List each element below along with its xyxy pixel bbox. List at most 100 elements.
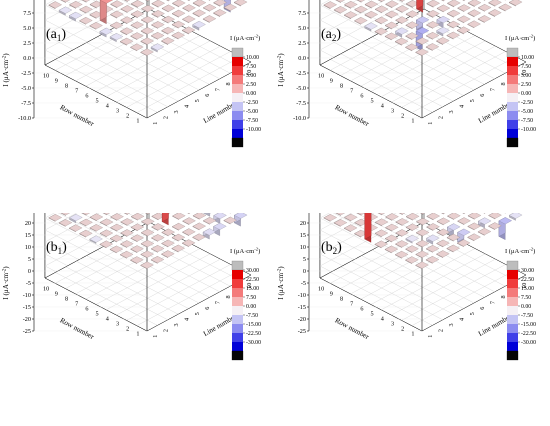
bar-face-top [426,0,440,7]
panel-label: (b2) [321,240,342,256]
grid-cell [457,239,471,247]
grid-cell [436,250,450,258]
row-axis-label: Row number [59,316,96,341]
bar-face-top [477,228,492,236]
bar-face-top [426,10,440,18]
grid-cell [81,213,90,216]
bar-face-top [161,37,175,45]
bar-face-top [213,222,227,230]
colorbar-swatch [232,84,243,93]
grid-cell [145,0,151,2]
line-tick-label: 4 [458,318,465,321]
bar-face-top [467,233,481,241]
grid-cell [120,250,134,259]
grid-cell [488,9,502,17]
grid-cell [467,222,481,231]
z-tick-label: -2.5 [296,70,306,77]
grid-cell [457,4,471,12]
floor-gridline [401,264,506,321]
bar-face-top [436,26,450,34]
bar-face-top [436,37,450,45]
row-tick-label: 9 [55,290,58,297]
bar-face-top [208,213,212,214]
grid-cell [335,213,345,216]
z-tick-label: -10 [298,292,306,299]
grid-cell [425,43,440,51]
bar-face-top [385,213,399,221]
row-tick-label: 4 [381,315,384,322]
grid-cell [223,3,237,12]
colorbar-swatch [507,324,518,333]
grid-cell [110,234,124,243]
bar-face-top [120,27,134,35]
bar-face-top [478,4,492,12]
grid-cell [364,0,379,9]
bar-face-top [344,213,358,221]
bar-face-top [405,256,419,264]
bar-face-top [333,219,348,227]
grid-cell [187,213,191,215]
bar-face-top [395,250,409,259]
bar-face-top [354,5,368,13]
line-tick-label: 8 [500,82,507,85]
grid-cell [182,239,196,247]
data-bar [457,228,471,246]
colorbar-swatch [507,111,518,120]
grid-cell [192,213,207,220]
grid-cell [141,4,155,13]
bar-face-top [223,216,237,224]
data-bar [447,223,461,237]
bar-face-top [167,0,171,1]
grid-cell [467,9,481,18]
grid-cell [354,17,368,25]
row-axis-label: Row number [334,316,371,341]
row-tick-label: 9 [330,290,333,297]
bar-face-top [457,4,471,12]
grid-cell [416,217,430,226]
z-tick-label: 25 [300,213,306,215]
chart-panel-a2: 10.0 7.5 5.0 2.5 0.0 -2.5 -5.0 -7.5 -10.0 I (μA·c… [277,0,536,148]
row-tick-label: 7 [75,87,78,94]
line-tick-label: 7 [215,301,222,304]
line-tick-label: 5 [469,312,476,315]
bar-face-top [415,27,430,35]
grid-cell [441,0,446,2]
grid-cell [140,250,154,259]
grid-cell [151,21,165,29]
bar-face-top [69,1,83,9]
line-tick-label: 8 [225,82,232,85]
data-bar [109,33,124,43]
grid-cell [123,213,131,215]
floor-gridline [126,51,231,108]
grid-cell [354,229,368,238]
bar-face-top [161,228,175,236]
grid-cell [385,223,399,232]
grid-cell [79,229,93,238]
colorbar-swatch [507,120,518,129]
colorbar-label: -5.00 [521,109,533,115]
z-tick-label: 5.0 [23,25,31,32]
bar-face-top [374,240,388,248]
grid-cell [377,0,386,3]
bar-face-top [446,20,461,28]
bar-face-top [498,3,512,11]
grid-cell [171,233,186,242]
grid-cell [79,5,93,14]
row-tick-label: 1 [136,117,139,124]
bar-face-top [145,213,151,215]
line-tick-label: 7 [490,301,497,304]
colorbar-label: 10.00 [246,55,259,61]
colorbar-label: 30.00 [521,268,534,274]
z-tick-label: -25 [298,328,306,335]
grid-cell [467,20,481,29]
row-tick-label: 10 [318,72,324,79]
grid-cell [478,4,492,12]
bar-face-top [89,235,103,243]
z-tick-label: 15 [300,232,306,239]
grid-cell [375,5,389,14]
colorbar-swatch [507,66,518,75]
grid-cell [60,0,70,3]
grid-cell [483,0,486,1]
line-tick-label: 2 [163,329,170,332]
